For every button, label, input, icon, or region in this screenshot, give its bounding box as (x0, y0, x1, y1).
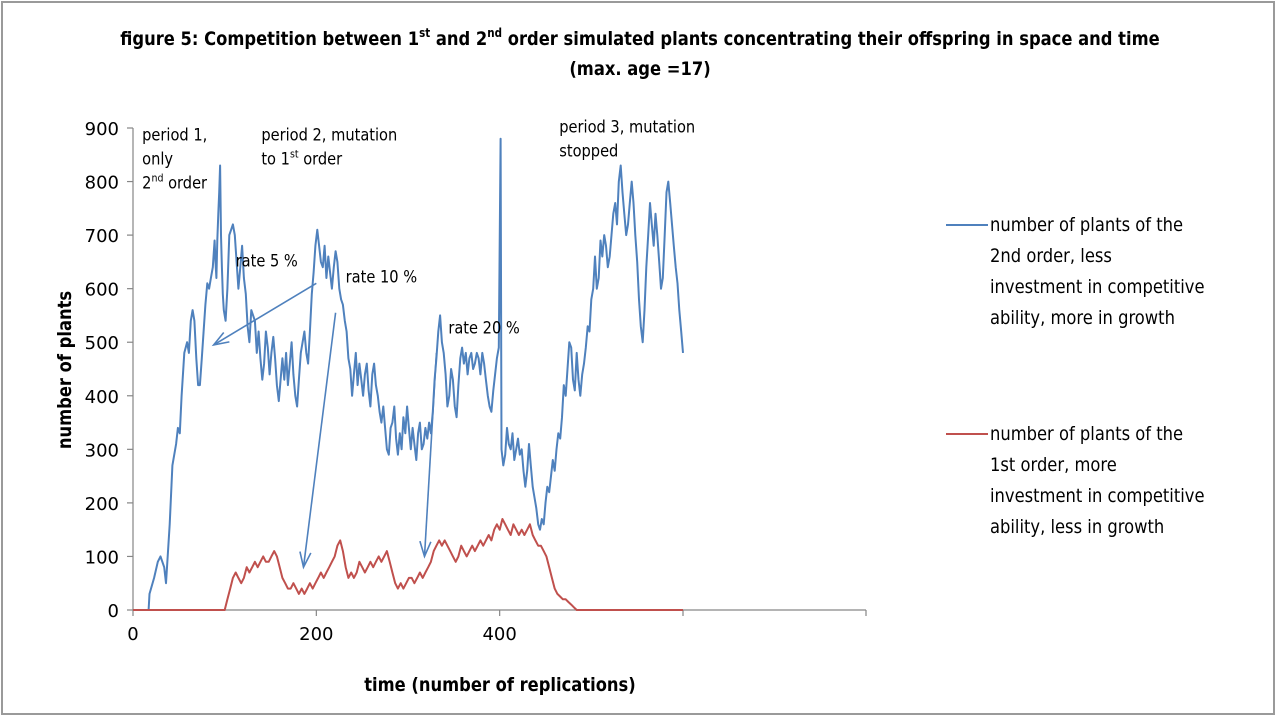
annotation-rate-20: rate 20 % (448, 317, 519, 337)
annotation-rate-10: rate 10 % (346, 267, 417, 287)
rate-10-arrow (302, 312, 337, 568)
annotation-period-1: period 1, (142, 125, 207, 145)
y-tick-label: 600 (85, 280, 119, 301)
legend-swatch-2nd-order (946, 224, 988, 226)
y-tick-label: 700 (85, 226, 119, 247)
annotation-period-2: period 2, mutation (261, 125, 397, 145)
x-tick-label: 0 (127, 624, 138, 645)
rate-10-arrow-head (299, 551, 312, 570)
annotation-period-1: 2nd order (142, 172, 207, 193)
legend-entry-2nd-order: number of plants of the 2nd order, less … (990, 214, 1205, 329)
annotation-period-2: to 1st order (261, 148, 342, 169)
x-tick-label: 400 (482, 624, 516, 645)
series-line-2nd-order (133, 137, 684, 611)
title-line-2: (max. age =17) (569, 58, 711, 80)
title-sup-2: nd (487, 26, 503, 40)
x-axis-label: time (number of replications) (364, 675, 635, 696)
annotation-period-1: only (142, 149, 173, 169)
y-tick-label: 500 (85, 333, 119, 354)
x-tick-label: 200 (299, 624, 333, 645)
rate-5-arrow-head (211, 331, 230, 347)
y-tick-label: 800 (85, 173, 119, 194)
legend-swatch-1st-order (946, 433, 988, 435)
series-group (133, 137, 684, 611)
annotations: period 1, only 2nd order period 2, mutation… (142, 117, 695, 338)
y-tick-label: 100 (85, 547, 119, 568)
annotation-rate-5: rate 5 % (236, 250, 298, 270)
series-line-1st-order (133, 518, 683, 611)
chart-title: figure 5: Competition between 1st and 2n… (90, 24, 1191, 84)
y-tick-label: 300 (85, 440, 119, 461)
y-tick-label: 200 (85, 494, 119, 515)
y-tick-label: 0 (108, 601, 119, 622)
title-part-a: figure 5: Competition between 1 (120, 28, 420, 50)
title-part-b: and 2 (430, 28, 488, 50)
title-line-1: figure 5: Competition between 1st and 2n… (90, 24, 1191, 54)
y-tick-label: 400 (85, 387, 119, 408)
rate-5-arrow (213, 282, 317, 346)
tick-labels: 0 100 200 300 400 500 600 700 800 900 0 200 400 (85, 119, 867, 645)
title-part-c: order simulated plants concentrating the… (502, 28, 1160, 50)
annotation-period-3: period 3, mutation (559, 117, 695, 137)
rate-20-arrow-head (419, 540, 432, 559)
annotation-period-3: stopped (559, 141, 618, 161)
y-axis-label: number of plants (55, 291, 76, 449)
rate-20-arrow (423, 352, 438, 557)
y-tick-label: 900 (85, 119, 119, 140)
title-sup-1: st (419, 26, 431, 40)
annotation-arrows (211, 282, 438, 570)
legend-entry-1st-order: number of plants of the 1st order, more … (990, 423, 1205, 538)
